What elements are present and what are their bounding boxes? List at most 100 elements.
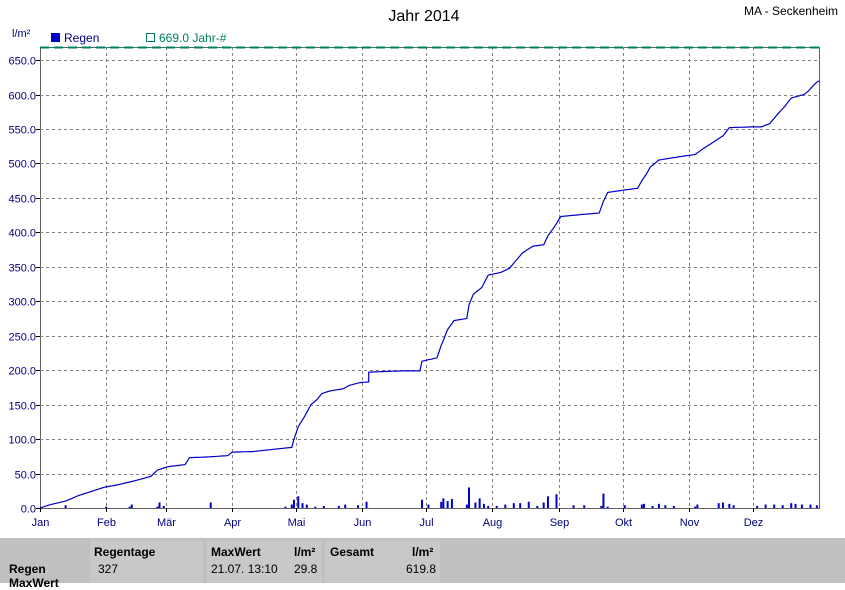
legend-year-avg-label: 669.0 Jahr-# [159, 31, 227, 45]
daily-rain-bar [764, 504, 767, 508]
daily-rain-bar [162, 505, 165, 508]
daily-rain-bar [284, 506, 287, 508]
y-tick-label: 350.0 [8, 263, 36, 275]
daily-rain-bar [290, 504, 293, 508]
daily-rain-bar [781, 505, 784, 508]
daily-rain-bar [487, 505, 490, 508]
y-tick-label: 50.0 [15, 470, 36, 482]
maxwert-unit: l/m² [294, 545, 316, 559]
legend-rain-label: Regen [64, 31, 99, 45]
daily-rain-bar [357, 505, 360, 508]
daily-rain-bar [337, 505, 340, 508]
x-tick-label: Jul [419, 517, 433, 529]
daily-rain-bar [790, 503, 793, 508]
daily-rain-bar [512, 503, 515, 508]
daily-rain-bar [292, 499, 295, 508]
footer-row-label: Regen [9, 562, 46, 576]
daily-rain-bar [657, 503, 660, 508]
maxwert-panel [207, 541, 322, 583]
daily-rain-bar [305, 504, 308, 508]
x-tick-label: Mai [288, 517, 306, 529]
station-name: MA - Seckenheim [744, 4, 838, 18]
daily-rain-bar [809, 504, 812, 508]
daily-rain-bar [600, 505, 603, 508]
daily-rain-bar [542, 502, 545, 508]
daily-rain-bar [446, 501, 449, 508]
daily-rain-bar [158, 502, 161, 508]
daily-rain-bar [64, 505, 67, 508]
daily-rain-bar [696, 504, 699, 508]
daily-rain-bar [800, 504, 803, 508]
footer-row-label-2: MaxWert [9, 576, 59, 590]
daily-rain-bar [105, 506, 108, 508]
maxwert-header: MaxWert [211, 545, 261, 559]
daily-rain-bar [314, 506, 317, 508]
regentage-header: Regentage [94, 545, 156, 559]
y-tick-label: 0.0 [21, 504, 36, 516]
daily-rain-bar [602, 493, 605, 508]
daily-rain-bar [546, 496, 549, 508]
daily-rain-bar [555, 494, 558, 508]
y-tick-label: 500.0 [8, 159, 36, 171]
daily-rain-bar [128, 506, 131, 508]
y-tick-label: 200.0 [8, 366, 36, 378]
x-tick-label: Nov [680, 517, 700, 529]
y-axis-unit: l/m² [12, 28, 31, 40]
regentage-panel [90, 541, 203, 583]
y-tick-label: 650.0 [8, 56, 36, 68]
daily-rain-bar [721, 502, 724, 508]
y-tick-label: 100.0 [8, 435, 36, 447]
daily-rain-bar [442, 498, 445, 508]
x-tick-label: Aug [483, 517, 503, 529]
daily-rain-bar [664, 505, 667, 508]
cumulative-rain-line [39, 80, 820, 509]
daily-rain-bar [728, 503, 731, 508]
y-tick-label: 600.0 [8, 91, 36, 103]
y-tick-label: 450.0 [8, 194, 36, 206]
daily-rain-bar [209, 502, 212, 508]
daily-rain-bar [756, 505, 759, 508]
legend-rain-swatch [51, 33, 60, 42]
daily-rain-bar [467, 487, 470, 508]
daily-rain-bar [527, 501, 530, 508]
daily-rain-bar [519, 503, 522, 508]
gesamt-unit: l/m² [412, 545, 434, 559]
daily-rain-bar [504, 504, 507, 508]
rain-chart: Jahr 2014 MA - Seckenheim l/m² Regen 669… [8, 4, 838, 529]
daily-rain-bar [583, 505, 586, 508]
daily-rain-bar [694, 506, 697, 508]
gesamt-panel [325, 541, 440, 583]
gesamt-value: 619.8 [406, 562, 437, 576]
daily-rain-bar [623, 505, 626, 508]
y-tick-label: 550.0 [8, 125, 36, 137]
daily-rain-bar [794, 503, 797, 508]
daily-rain-bar [440, 501, 443, 508]
daily-rain-bar [717, 503, 720, 508]
daily-rain-bar [474, 502, 477, 508]
maxwert-value: 29.8 [294, 562, 318, 576]
daily-rain-bar [450, 499, 453, 508]
daily-rain-bar [365, 501, 368, 508]
daily-rain-bar [815, 505, 818, 508]
x-tick-label: Mär [157, 517, 176, 529]
x-tick-label: Jan [32, 517, 50, 529]
daily-rain-bar [572, 505, 575, 508]
y-tick-label: 150.0 [8, 401, 36, 413]
daily-rain-bar [156, 506, 159, 508]
daily-rain-bar [606, 506, 609, 508]
daily-rain-bar [672, 505, 675, 508]
regentage-value: 327 [98, 562, 119, 576]
daily-rain-bar [427, 504, 430, 508]
daily-rain-bar [130, 504, 133, 508]
y-tick-label: 250.0 [8, 332, 36, 344]
daily-rain-bar [322, 505, 325, 508]
x-tick-label: Dez [744, 517, 764, 529]
daily-rain-bar [536, 505, 539, 508]
daily-rain-bar [421, 499, 424, 508]
daily-rain-bar [642, 503, 645, 508]
gesamt-header: Gesamt [330, 545, 375, 559]
daily-rain-bar [344, 504, 347, 508]
x-tick-label: Apr [224, 517, 241, 529]
y-tick-label: 300.0 [8, 297, 36, 309]
chart-title: Jahr 2014 [388, 8, 459, 25]
